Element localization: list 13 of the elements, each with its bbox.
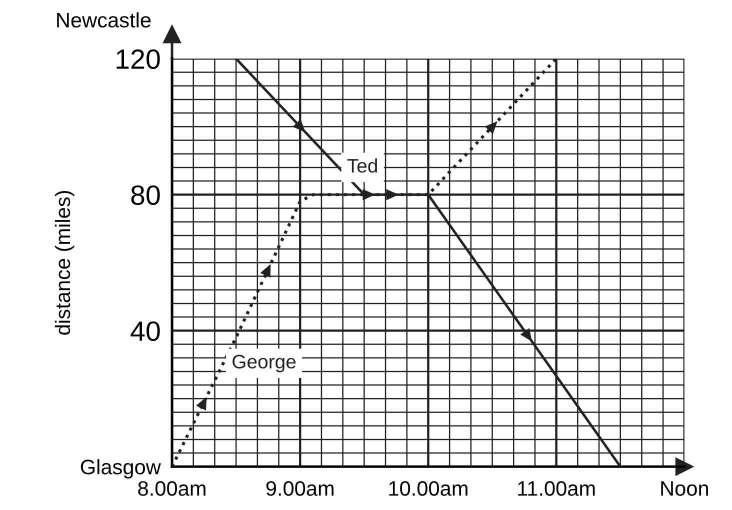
- x-tick-label: 10.00am: [389, 481, 468, 496]
- x-tick-label: Noon: [661, 481, 708, 496]
- y-tick-label: 80: [131, 185, 160, 205]
- series-label: Ted: [347, 158, 377, 173]
- text: Newcastle: [57, 12, 151, 28]
- y-tick-label: 120: [116, 49, 160, 69]
- y-axis-title: distance (miles): [54, 191, 74, 335]
- y-tick-label: Glasgow: [80, 459, 161, 479]
- x-tick-label: 11.00am: [518, 481, 595, 496]
- x-tick-label: 8.00am: [138, 481, 206, 496]
- series-label: George: [232, 354, 296, 372]
- x-tick-label: 9.00am: [266, 481, 334, 496]
- y-tick-label: 40: [130, 321, 160, 341]
